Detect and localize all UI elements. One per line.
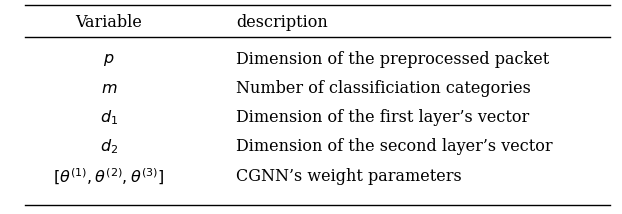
Text: $d_1$: $d_1$ — [100, 108, 118, 127]
Text: $d_2$: $d_2$ — [100, 137, 118, 156]
Text: Dimension of the preprocessed packet: Dimension of the preprocessed packet — [236, 51, 550, 68]
Text: Dimension of the first layer’s vector: Dimension of the first layer’s vector — [236, 109, 529, 126]
Text: $m$: $m$ — [101, 80, 117, 97]
Text: $[\theta^{(1)},\theta^{(2)},\theta^{(3)}]$: $[\theta^{(1)},\theta^{(2)},\theta^{(3)}… — [53, 166, 164, 187]
Text: CGNN’s weight parameters: CGNN’s weight parameters — [236, 168, 462, 185]
Text: $p$: $p$ — [103, 51, 114, 68]
Text: Number of classificiation categories: Number of classificiation categories — [236, 80, 531, 97]
Text: Variable: Variable — [75, 14, 142, 31]
Text: description: description — [236, 14, 328, 31]
Text: Dimension of the second layer’s vector: Dimension of the second layer’s vector — [236, 138, 553, 155]
